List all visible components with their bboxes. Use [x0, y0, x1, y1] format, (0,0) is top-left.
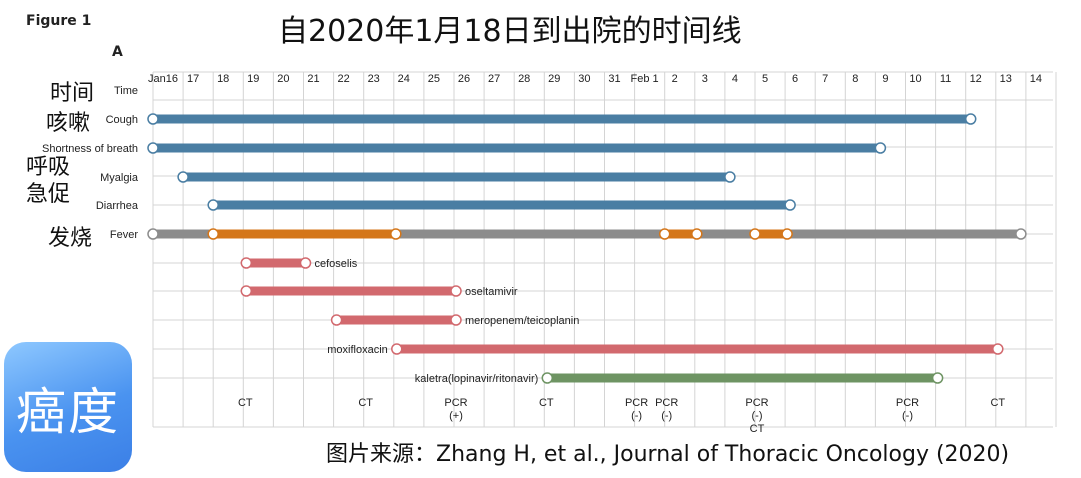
x-tick-label: 7 — [822, 73, 828, 85]
x-tick-label: 14 — [1030, 73, 1042, 85]
treatment-end-point — [450, 285, 462, 297]
treatment-end-point — [299, 257, 312, 269]
treatment-label: oseltamivir — [465, 286, 518, 298]
event-annotation: CT — [750, 423, 765, 435]
x-tick-label: 2 — [672, 73, 678, 85]
x-tick-label: Feb 1 — [631, 73, 659, 85]
symptom-start-point — [207, 199, 219, 211]
x-tick-label: 24 — [398, 73, 410, 85]
event-annotation: PCR — [745, 397, 768, 409]
symptom-end-point — [724, 171, 736, 183]
treatment-end-point — [992, 343, 1004, 355]
x-tick-label: 23 — [368, 73, 380, 85]
treatment-start-point — [240, 257, 253, 269]
x-tick-label: 8 — [852, 73, 858, 85]
x-tick-label: 11 — [940, 73, 951, 85]
x-tick-label: 22 — [337, 73, 349, 85]
x-tick-label: 9 — [882, 73, 888, 85]
symptom-end-point — [964, 113, 977, 125]
x-tick-label: 4 — [732, 73, 738, 85]
cn-label-fever: 发烧 — [48, 226, 93, 251]
x-tick-label: 17 — [187, 73, 199, 85]
fever-active-end — [691, 228, 703, 240]
event-annotation: PCR — [896, 397, 919, 409]
treatment-start-point — [330, 314, 343, 326]
fever-row-label: Fever — [110, 229, 138, 241]
event-annotation: (-) — [752, 410, 763, 422]
x-tick-label: 18 — [217, 73, 229, 85]
event-annotation: PCR — [444, 397, 467, 409]
x-tick-label: 21 — [307, 73, 319, 85]
x-tick-label: 5 — [762, 73, 768, 85]
brand-logo: 癌度 — [4, 342, 132, 472]
treatment-label: moxifloxacin — [327, 344, 388, 356]
fever-active-end — [781, 228, 793, 240]
x-tick-label: 3 — [702, 73, 708, 85]
event-annotation: PCR — [625, 397, 648, 409]
x-tick-label: 20 — [277, 73, 289, 85]
brand-logo-text: 癌度 — [16, 383, 120, 441]
x-tick-label: 28 — [518, 73, 530, 85]
event-annotation: CT — [238, 397, 253, 409]
event-annotation: (+) — [449, 410, 463, 422]
symptom-end-point — [874, 142, 887, 154]
treatment-label: kaletra(lopinavir/ritonavir) — [415, 373, 539, 385]
symptom-start-point — [147, 142, 159, 154]
bars — [147, 113, 1027, 384]
event-annotation: (-) — [902, 410, 913, 422]
symptom-start-point — [177, 171, 189, 183]
x-tick-label: 25 — [428, 73, 440, 85]
x-tick-label: 13 — [1000, 73, 1012, 85]
x-tick-label: 31 — [608, 73, 620, 85]
cn-label-shortness-of-breath: 呼吸 急促 — [26, 155, 71, 207]
event-annotation: CT — [539, 397, 554, 409]
panel-label: A — [112, 44, 123, 60]
chart-title: 自2020年1月18日到出院的时间线 — [278, 14, 742, 49]
x-tick-label: Jan16 — [148, 73, 178, 85]
treatment-end-point — [450, 314, 462, 326]
fever-active-end — [390, 228, 402, 240]
treatment-start-point — [541, 372, 554, 384]
event-annotation: PCR — [655, 397, 678, 409]
x-tick-label: 12 — [970, 73, 982, 85]
grid — [152, 71, 1057, 428]
fever-active-start — [658, 228, 671, 240]
symptom-row-label: Diarrhea — [96, 200, 139, 212]
fever-active-start — [207, 228, 219, 240]
cn-label-time: 时间 — [50, 81, 95, 106]
symptom-end-point — [784, 199, 796, 211]
x-tick-label: 27 — [488, 73, 500, 85]
figure-label: Figure 1 — [26, 13, 92, 29]
treatment-label: cefoselis — [315, 258, 358, 270]
fever-start-point — [147, 228, 159, 240]
x-tick-label: 6 — [792, 73, 798, 85]
x-tick-label: 10 — [909, 73, 921, 85]
x-tick-label: 26 — [458, 73, 470, 85]
event-annotation: (-) — [661, 410, 672, 422]
event-annotation: CT — [358, 397, 373, 409]
treatment-end-point — [931, 372, 944, 384]
labels: Jan16 17 18 19 20 21 22 23 24 25 26 27 28 29 30 31 Feb 1… — [42, 73, 1042, 435]
cn-label-cough: 咳嗽 — [46, 111, 91, 136]
symptom-row-label: Myalgia — [100, 172, 139, 184]
source-citation: 图片来源：Zhang H, et al., Journal of Thoraci… — [326, 442, 1010, 467]
event-annotation: (-) — [631, 410, 642, 422]
event-annotation: CT — [990, 397, 1005, 409]
x-tick-label: 19 — [247, 73, 259, 85]
x-tick-label: 30 — [578, 73, 590, 85]
time-axis-label: Time — [114, 85, 138, 97]
treatment-start-point — [240, 285, 253, 297]
symptom-row-label: Shortness of breath — [42, 143, 138, 155]
treatment-label: meropenem/teicoplanin — [465, 315, 579, 327]
symptom-row-label: Cough — [106, 114, 138, 126]
symptom-start-point — [147, 113, 159, 125]
fever-active-start — [749, 228, 761, 240]
treatment-start-point — [391, 343, 403, 355]
x-tick-label: 29 — [548, 73, 560, 85]
fever-end-point — [1015, 228, 1027, 240]
